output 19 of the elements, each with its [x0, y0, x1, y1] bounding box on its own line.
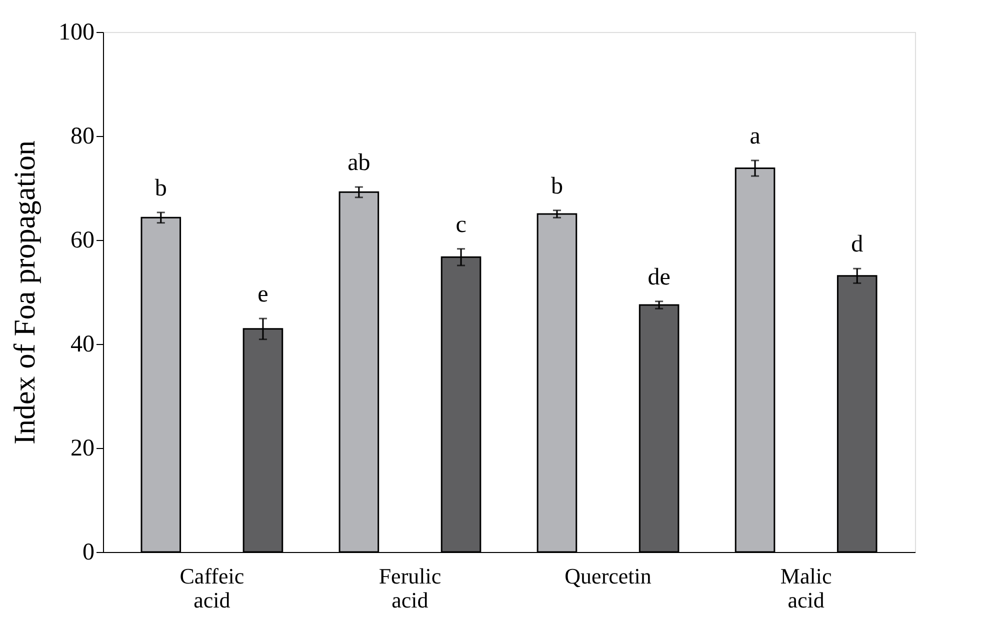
annotation: d: [851, 232, 864, 258]
y-tick-label: 80: [70, 124, 94, 150]
annotation: e: [258, 282, 268, 308]
annotation: c: [456, 212, 466, 238]
y-axis-title: Index of Foa propagation: [8, 140, 42, 445]
x-tick-label: Caffeic acid: [180, 564, 244, 612]
y-tick-label: 100: [58, 20, 94, 46]
annotation: de: [648, 264, 670, 290]
annotation: b: [550, 173, 563, 200]
x-tick-label: Quercetin: [564, 564, 652, 588]
x-tick-label: Malic acid: [780, 564, 832, 612]
x-tick-label: Ferulic acid: [378, 564, 442, 612]
annotation: b: [154, 175, 167, 202]
y-tick-label: 0: [82, 540, 94, 566]
y-tick-label: 40: [70, 332, 94, 358]
annotation: ab: [348, 150, 370, 176]
y-tick-label: 20: [70, 436, 94, 462]
annotation: a: [750, 123, 761, 150]
y-tick-label: 60: [70, 228, 94, 254]
